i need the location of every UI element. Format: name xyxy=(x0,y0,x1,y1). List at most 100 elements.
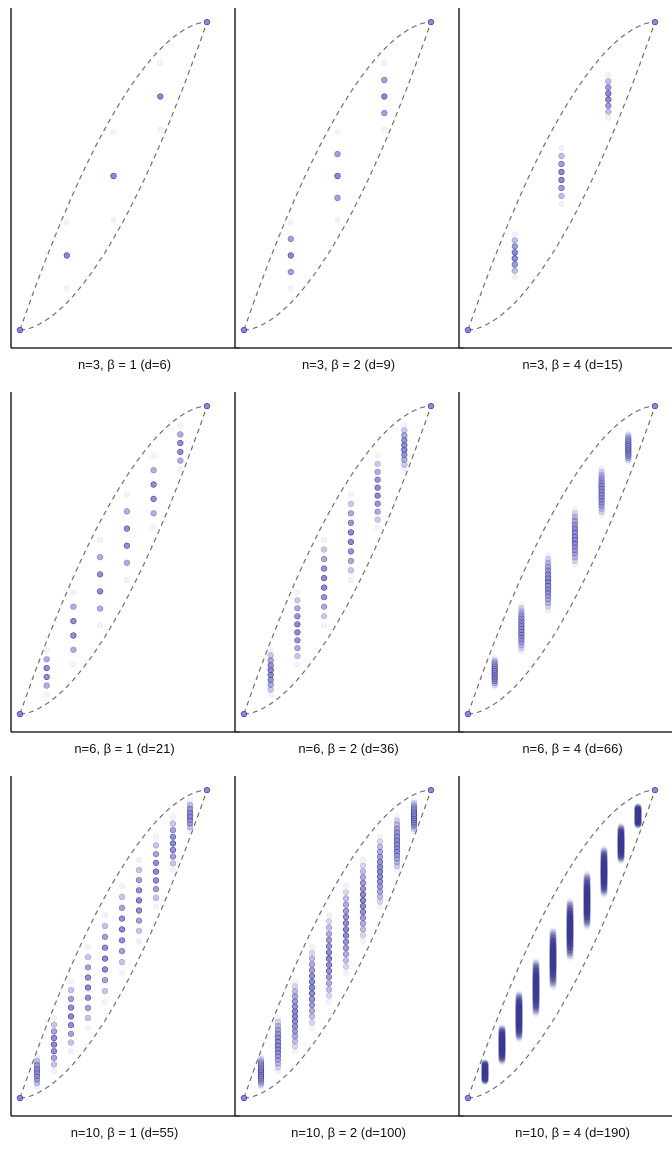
sample-point xyxy=(101,944,109,951)
upper-envelope xyxy=(467,21,656,331)
sample-point xyxy=(347,567,355,574)
sample-point xyxy=(532,960,540,968)
sample-point xyxy=(605,114,612,121)
sample-point xyxy=(598,511,605,518)
sample-point xyxy=(70,632,77,639)
sample-point xyxy=(135,897,143,904)
sample-point xyxy=(308,1025,316,1032)
sample-point xyxy=(325,924,333,931)
end-point xyxy=(427,786,435,794)
sample-point xyxy=(70,589,77,596)
sample-point xyxy=(308,1013,316,1020)
sample-point xyxy=(342,938,350,945)
sample-point xyxy=(511,261,518,268)
sample-point xyxy=(342,901,350,908)
sample-point xyxy=(374,476,381,483)
sample-point xyxy=(571,561,579,568)
sample-point xyxy=(625,430,632,437)
sample-point xyxy=(186,827,194,835)
sample-point xyxy=(294,621,301,628)
sample-point xyxy=(308,972,316,980)
sample-point xyxy=(101,998,109,1006)
sample-point xyxy=(287,252,294,259)
sample-point xyxy=(325,943,333,950)
sample-point xyxy=(334,172,341,180)
lower-envelope xyxy=(19,21,208,331)
sample-point xyxy=(518,648,525,655)
sample-point xyxy=(583,877,591,885)
sample-point xyxy=(84,964,92,971)
sample-point xyxy=(186,801,194,808)
sample-point xyxy=(308,978,316,985)
sample-point xyxy=(625,432,632,439)
sample-point xyxy=(518,605,525,612)
sample-point xyxy=(110,172,117,180)
end-point xyxy=(203,786,211,794)
sample-point xyxy=(152,868,160,875)
sample-point xyxy=(118,926,126,933)
sample-point xyxy=(43,647,50,654)
sample-point xyxy=(359,885,367,892)
sample-point xyxy=(150,481,157,488)
sample-point xyxy=(63,285,70,292)
sample-point xyxy=(359,897,367,904)
sample-point xyxy=(381,93,388,100)
sample-point xyxy=(150,510,157,517)
sample-point xyxy=(566,905,574,913)
sample-point xyxy=(67,1030,75,1037)
sample-point xyxy=(294,589,301,596)
sample-point xyxy=(308,961,316,968)
start-point xyxy=(16,710,24,718)
sample-point xyxy=(325,973,333,981)
sample-point xyxy=(571,506,579,513)
sample-point xyxy=(96,605,104,612)
panel-caption: n=6, β = 4 (d=66) xyxy=(522,741,622,756)
sample-point xyxy=(325,955,333,962)
sample-point xyxy=(566,900,574,908)
sample-point xyxy=(347,529,355,536)
sample-point xyxy=(294,597,301,604)
sample-point xyxy=(376,903,384,910)
sample-point xyxy=(101,955,109,962)
sample-point xyxy=(50,1067,58,1075)
sample-point xyxy=(334,129,341,136)
sample-point xyxy=(321,594,328,601)
sample-point xyxy=(308,1007,316,1014)
sample-point xyxy=(84,1014,92,1022)
sample-point xyxy=(401,422,408,429)
sample-point xyxy=(110,216,117,223)
sample-point xyxy=(634,803,642,811)
sample-point xyxy=(518,608,525,615)
sample-point xyxy=(70,603,77,610)
sample-point xyxy=(347,519,355,526)
sample-point xyxy=(549,982,557,990)
sample-point xyxy=(33,1053,41,1061)
sample-point xyxy=(374,516,381,523)
sample-point xyxy=(274,1022,282,1029)
lower-envelope xyxy=(19,789,208,1099)
sample-point xyxy=(157,126,164,133)
sample-point xyxy=(374,508,381,515)
sample-point xyxy=(583,922,591,930)
sample-point xyxy=(101,922,109,930)
end-point xyxy=(203,402,211,410)
sample-point xyxy=(169,860,177,867)
sample-point xyxy=(150,495,157,503)
sample-point xyxy=(617,824,625,832)
sample-point xyxy=(566,898,574,906)
upper-envelope xyxy=(19,405,208,715)
sample-point xyxy=(325,918,333,925)
panel-caption: n=10, β = 4 (d=190) xyxy=(515,1125,630,1140)
sample-point xyxy=(600,847,608,855)
sample-point xyxy=(321,584,328,591)
sample-point xyxy=(67,995,75,1003)
sample-point xyxy=(558,168,565,176)
sample-point xyxy=(291,988,299,995)
sample-point xyxy=(393,866,401,874)
panel-caption: n=3, β = 4 (d=15) xyxy=(522,357,622,372)
sample-point xyxy=(359,937,367,945)
sample-point xyxy=(549,929,557,937)
sample-point xyxy=(549,934,557,942)
sample-point xyxy=(374,524,381,531)
